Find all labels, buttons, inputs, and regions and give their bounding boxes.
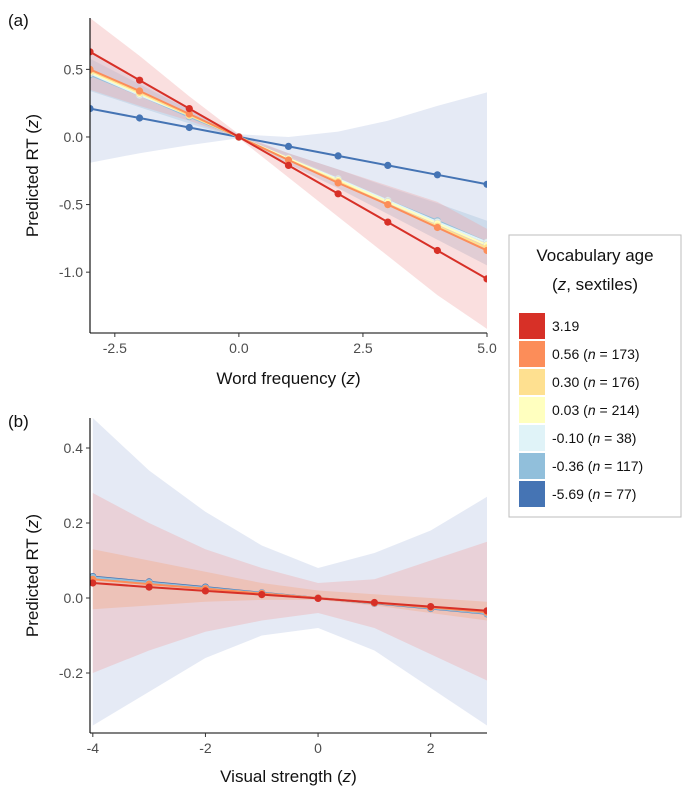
legend-swatch-0.03 [519,397,545,423]
y-tick-label: 0.2 [64,515,84,531]
point--5.69-1 [136,114,144,122]
plot-area [90,18,487,329]
y-axis-title: Predicted RT (z) [23,114,42,237]
point-3.19-4 [314,594,322,603]
ci-band--5.69 [92,418,487,726]
point-3.19-3 [258,591,266,599]
y-tick-label: -1.0 [59,264,83,280]
point--5.69-2 [185,123,193,132]
point-3.19-4 [284,161,293,169]
point-3.19-7 [483,607,487,615]
point--5.69-6 [384,161,392,169]
legend-label--0.10: -0.10 (n = 38) [552,430,636,446]
x-tick-label: 2 [427,740,435,756]
point-3.19-5 [334,190,342,198]
legend: Vocabulary age (z, sextiles) 3.19 0.56 (n =… [508,234,682,518]
point--5.69-5 [334,152,342,160]
legend-label-0.56: 0.56 (n = 173) [552,346,640,362]
point-0.56-8 [483,246,487,255]
y-tick-label: 0.4 [64,440,84,456]
legend-swatch--0.10 [519,425,545,451]
legend-label-0.03: 0.03 (n = 214) [552,402,640,418]
ci-band-3.19 [90,18,487,329]
point--5.69-7 [433,171,441,179]
point-3.19-1 [145,583,153,591]
legend-swatch--0.36 [519,453,545,479]
legend-swatch-0.56 [519,341,545,367]
panel-a: 0.5 0.0 -0.5 -1.0 -2.5 0.0 2.5 5.0 Word frequenc… [8,11,497,388]
y-tick-label: -0.2 [59,665,83,681]
panel-label: (b) [8,412,29,431]
legend-swatch-3.19 [519,313,545,339]
x-tick-label: 0.0 [229,340,249,356]
x-axis-title: Visual strength (z) [220,767,357,786]
legend-label--0.36: -0.36 (n = 117) [552,458,643,474]
x-tick-label: 5.0 [477,340,497,356]
point-3.19-2 [201,587,209,595]
point-0.56-1 [136,87,144,95]
x-tick-label: -4 [87,740,100,756]
point-0.56-0 [90,65,94,73]
legend-title-line1: Vocabulary age [536,246,653,265]
legend-label-3.19: 3.19 [552,318,579,334]
y-tick-label: 0.5 [64,61,84,77]
legend-label--5.69: -5.69 (n = 77) [552,486,636,502]
panel-b: 0.4 0.2 0.0 -0.2 -4 -2 0 2 Visual strength (z) Pr… [8,412,487,786]
point-3.19-6 [384,218,392,226]
x-tick-label: 0 [314,740,322,756]
point--5.69-4 [284,142,293,150]
point-3.19-6 [427,603,435,611]
point-0.56-7 [433,223,441,232]
legend-swatch--5.69 [519,481,545,507]
point-0.56-4 [284,156,293,164]
point-3.19-0 [90,579,97,587]
legend-swatch-0.30 [519,369,545,395]
point-0.56-2 [185,110,193,118]
point-0.56-6 [384,201,392,209]
legend-title-line2: (z, sextiles) [552,275,638,294]
point--5.69-0 [90,105,94,113]
y-tick-label: 0.0 [64,129,84,145]
legend-label-0.30: 0.30 (n = 176) [552,374,640,390]
ci-band-3.19 [92,493,487,681]
point-0.56-5 [334,179,342,187]
point-3.19-1 [136,76,144,84]
y-tick-label: -0.5 [59,197,83,213]
plot-area [90,418,487,726]
point--5.69-8 [483,180,487,188]
series-line-3.19 [92,582,487,612]
y-axis-title: Predicted RT (z) [23,514,42,637]
x-tick-label: -2 [199,740,212,756]
panel-label: (a) [8,11,29,30]
point-3.19-8 [483,275,487,283]
point-3.19-7 [433,246,441,255]
point-3.19-0 [90,48,94,56]
y-tick-label: 0.0 [64,590,84,606]
point-3.19-2 [185,105,193,113]
point-3.19-3 [235,133,243,141]
point-3.19-5 [370,598,378,607]
x-tick-label: 2.5 [353,340,373,356]
x-tick-label: -2.5 [103,340,127,356]
x-axis-title: Word frequency (z) [216,369,360,388]
